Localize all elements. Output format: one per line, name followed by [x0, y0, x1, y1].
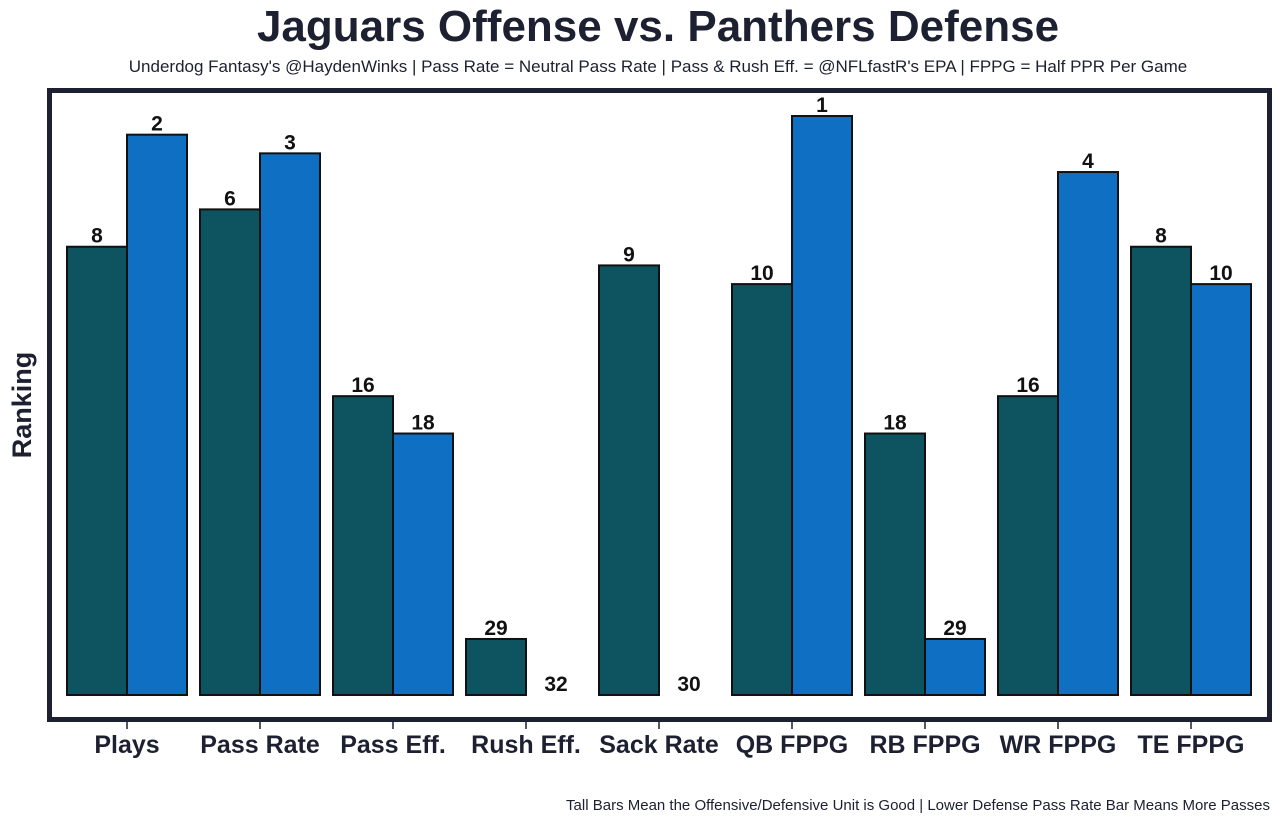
- x-tick-label: RB FPPG: [869, 731, 980, 759]
- bar-jaguars-offense: [465, 637, 527, 696]
- x-tick-label: Rush Eff.: [471, 731, 581, 759]
- x-tick-label: Pass Eff.: [340, 731, 446, 759]
- chart-title: Jaguars Offense vs. Panthers Defense: [256, 2, 1060, 51]
- bar-panthers-defense: [1057, 171, 1119, 696]
- x-tick-label: WR FPPG: [1000, 731, 1117, 759]
- value-label-panthers-defense: 4: [1082, 150, 1094, 173]
- value-label-panthers-defense: 29: [943, 617, 966, 640]
- value-label-jaguars-offense: 10: [750, 262, 773, 285]
- x-tick-label: TE FPPG: [1138, 731, 1245, 759]
- x-tick-label: QB FPPG: [736, 731, 849, 759]
- bar-panthers-defense: [791, 115, 853, 696]
- value-label-panthers-defense: 32: [544, 673, 567, 696]
- value-label-panthers-defense: 1: [816, 94, 828, 117]
- value-label-panthers-defense: 18: [411, 412, 435, 435]
- x-tick-label: Plays: [94, 731, 159, 759]
- value-label-jaguars-offense: 18: [883, 412, 907, 435]
- value-label-jaguars-offense: 8: [91, 225, 103, 248]
- bar-jaguars-offense: [731, 283, 793, 696]
- bar-jaguars-offense: [598, 264, 660, 696]
- plot-frame: [47, 88, 1272, 722]
- bar-jaguars-offense: [1130, 245, 1192, 696]
- value-label-panthers-defense: 2: [151, 113, 163, 136]
- bar-jaguars-offense: [66, 245, 128, 696]
- bars-group: [66, 115, 1252, 697]
- chart-subtitle: Underdog Fantasy's @HaydenWinks | Pass R…: [128, 57, 1188, 76]
- bar-jaguars-offense: [199, 208, 261, 697]
- bar-jaguars-offense: [997, 395, 1059, 696]
- bar-panthers-defense: [392, 432, 454, 696]
- bar-panthers-defense: [259, 152, 321, 696]
- value-label-jaguars-offense: 6: [224, 187, 236, 210]
- value-label-jaguars-offense: 9: [623, 243, 635, 266]
- value-label-jaguars-offense: 29: [484, 617, 507, 640]
- bar-panthers-defense: [1190, 283, 1252, 696]
- bar-jaguars-offense: [864, 432, 926, 696]
- value-label-panthers-defense: 30: [677, 673, 700, 696]
- value-label-panthers-defense: 10: [1209, 262, 1232, 285]
- value-label-jaguars-offense: 16: [351, 374, 374, 397]
- bar-panthers-defense: [126, 133, 188, 696]
- x-axis-ticks: Plays Pass Rate Pass Eff. Rush Eff. Sack Rat…: [94, 722, 1244, 759]
- value-label-jaguars-offense: 8: [1155, 225, 1167, 248]
- y-axis-label: Ranking: [7, 352, 37, 459]
- x-tick-label: Pass Rate: [200, 731, 320, 759]
- value-labels-group: 8 2 6 3 16 18 29 32 9 30 10 1 18 29 16 4 8 10: [91, 94, 1233, 696]
- x-tick-label: Sack Rate: [599, 731, 719, 759]
- chart-footnote: Tall Bars Mean the Offensive/Defensive U…: [566, 797, 1270, 814]
- value-label-jaguars-offense: 16: [1016, 374, 1039, 397]
- bar-jaguars-offense: [332, 395, 394, 696]
- value-label-panthers-defense: 3: [284, 131, 296, 154]
- bar-panthers-defense: [924, 637, 986, 696]
